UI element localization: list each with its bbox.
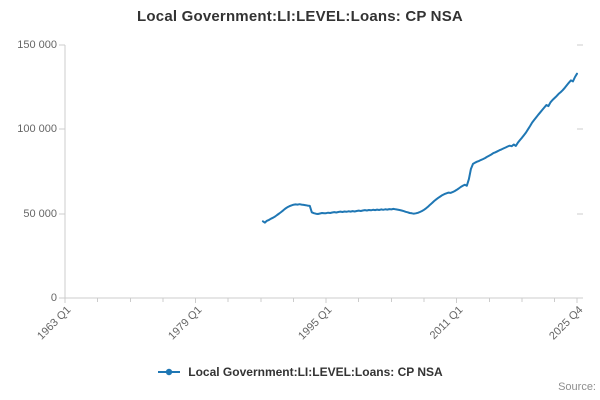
y-axis-label: 0 — [50, 292, 57, 304]
source-text: Source: — [558, 381, 596, 393]
chart-title: Local Government:LI:LEVEL:Loans: CP NSA — [137, 8, 463, 25]
y-axis-label: 50 000 — [23, 208, 57, 220]
y-axis-label: 150 000 — [17, 39, 57, 51]
legend[interactable]: Local Government:LI:LEVEL:Loans: CP NSA — [0, 363, 600, 381]
series-line — [261, 72, 578, 224]
legend-line-marker — [158, 368, 181, 376]
y-axis-label: 100 000 — [17, 123, 57, 135]
legend-label[interactable]: Local Government:LI:LEVEL:Loans: CP NSA — [188, 365, 443, 379]
